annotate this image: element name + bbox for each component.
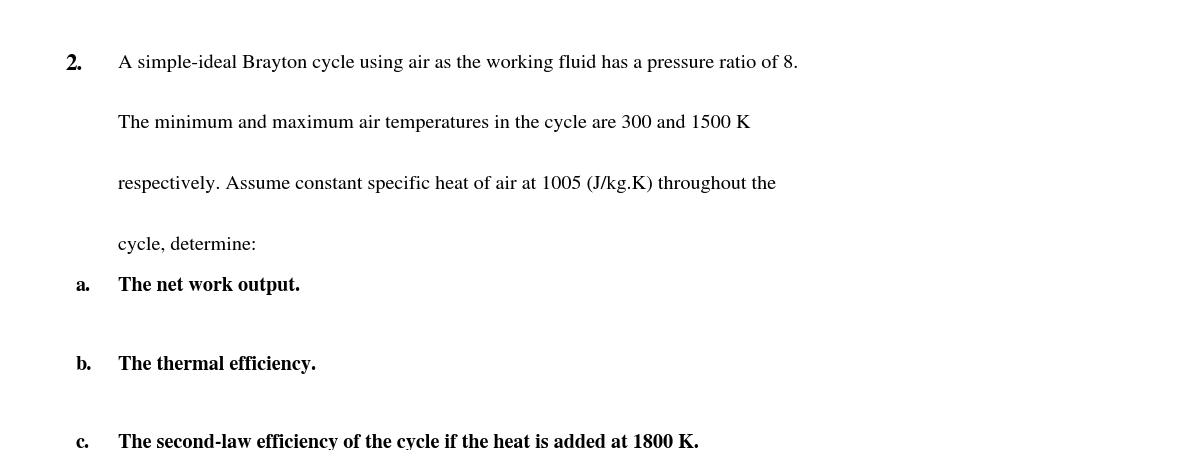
Text: 2.: 2. <box>66 54 83 75</box>
Text: The net work output.: The net work output. <box>118 277 300 295</box>
Text: cycle, determine:: cycle, determine: <box>118 236 256 254</box>
Text: respectively. Assume constant specific heat of air at 1005 (J/kg.K) throughout t: respectively. Assume constant specific h… <box>118 176 775 193</box>
Text: The thermal efficiency.: The thermal efficiency. <box>118 356 316 373</box>
Text: A simple-ideal Brayton cycle using air as the working fluid has a pressure ratio: A simple-ideal Brayton cycle using air a… <box>118 54 798 72</box>
Text: c.: c. <box>76 434 90 450</box>
Text: The minimum and maximum air temperatures in the cycle are 300 and 1500 K: The minimum and maximum air temperatures… <box>118 115 750 132</box>
Text: a.: a. <box>76 277 91 295</box>
Text: The second-law efficiency of the cycle if the heat is added at 1800 K.: The second-law efficiency of the cycle i… <box>118 434 698 450</box>
Text: b.: b. <box>76 356 92 373</box>
